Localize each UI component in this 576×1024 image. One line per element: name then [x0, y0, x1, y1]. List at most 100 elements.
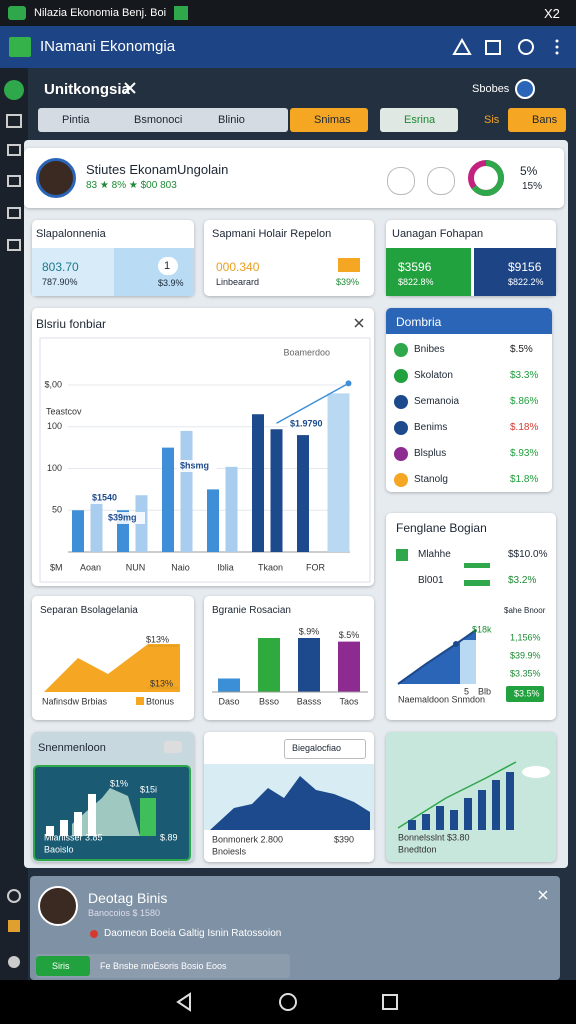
- list-icon: [394, 395, 408, 409]
- nav-icon[interactable]: [7, 207, 21, 219]
- nav-icon[interactable]: [8, 956, 20, 968]
- nav-icon[interactable]: [8, 920, 20, 932]
- panel-button-label[interactable]: Siris: [52, 961, 70, 971]
- recents-button[interactable]: [382, 994, 398, 1010]
- kpi-badge-sub: $3.9%: [158, 278, 184, 288]
- back-button[interactable]: [176, 992, 191, 1012]
- avatar: [38, 886, 78, 926]
- feng-bar: [464, 563, 490, 568]
- home-icon[interactable]: [452, 37, 472, 55]
- action-icon[interactable]: [387, 167, 415, 195]
- toolbar-button[interactable]: Snimas: [314, 114, 351, 126]
- bookmark-icon[interactable]: [485, 40, 501, 55]
- close-icon[interactable]: [354, 318, 364, 328]
- dropdown[interactable]: [284, 739, 366, 759]
- chart-title: Blsriu fonbiar: [36, 317, 107, 331]
- panel-line: Daomeon Boeia Galtig Isnin Ratossoion: [104, 928, 282, 939]
- toolbar-button[interactable]: Bans: [532, 114, 558, 126]
- close-icon[interactable]: [538, 890, 548, 900]
- nav-icon[interactable]: [7, 144, 21, 156]
- nav-icon[interactable]: [4, 80, 24, 100]
- menu-icon[interactable]: [555, 39, 559, 43]
- y-tick-label: 100: [47, 463, 62, 473]
- feng-icon: [396, 549, 408, 561]
- app-icon: [8, 6, 26, 20]
- pct-top: 5%: [520, 164, 538, 178]
- bottom-footer: Mlanlsser 3.85: [44, 832, 103, 842]
- toolbar-orange[interactable]: [508, 108, 566, 132]
- toolbar-button[interactable]: Blinio: [218, 114, 245, 126]
- menu-icon[interactable]: [555, 45, 559, 49]
- toolbar-green[interactable]: [380, 108, 458, 132]
- x-tick-label: Daso: [218, 696, 239, 706]
- list-value: $.5%: [510, 344, 533, 355]
- help-icon[interactable]: [518, 39, 534, 55]
- feng-x-label: Blb: [478, 686, 491, 696]
- toolbar-orange[interactable]: [290, 108, 368, 132]
- y-tick-label: 100: [47, 421, 62, 431]
- bgranie-chart: Daso Bsso Basss Taos $.9% $.5%: [212, 626, 368, 706]
- kpi-badge-bg: [158, 257, 178, 275]
- bar: [298, 638, 320, 692]
- y-tick-label: 50: [52, 505, 62, 515]
- panel-button[interactable]: [36, 956, 90, 976]
- annotation: $1540: [92, 492, 117, 502]
- main-chart: Boamerdoo Teastcov $M 50 100 100 $,00 Aoan NU…: [39, 337, 371, 583]
- list-value: $3.3%: [510, 370, 539, 381]
- feng-button[interactable]: [506, 686, 544, 702]
- kpi-badge-sub: $39%: [336, 277, 360, 287]
- toolbar-button[interactable]: Esrina: [404, 114, 436, 126]
- list-label: Benims: [414, 422, 448, 433]
- bottom-footer: Bnedtdon: [398, 844, 437, 854]
- bottom-label: $1%: [110, 778, 128, 788]
- nav-icon[interactable]: [7, 889, 21, 903]
- feng-title: Fenglane Bogian: [396, 521, 487, 535]
- status-title: Nilazia Ekonomia Benj. Boi: [34, 7, 167, 19]
- toolbar-button[interactable]: Sis: [484, 114, 500, 126]
- kpi-value: 803.70: [42, 260, 79, 274]
- annotation: $1.9790: [290, 418, 323, 428]
- nav-icon[interactable]: [6, 114, 22, 128]
- x-tick-label: Tkaon: [258, 562, 283, 572]
- list-value: $1.8%: [510, 474, 539, 485]
- x-tick-label: Iblia: [217, 562, 234, 572]
- separan-label: $13%: [150, 678, 173, 688]
- nav-icon[interactable]: [7, 175, 21, 187]
- profile-stats: 83 ★ 8% ★ $00 803: [86, 180, 177, 191]
- pct-bottom: 15%: [522, 181, 543, 192]
- bar: [162, 447, 174, 552]
- donut: [468, 160, 504, 196]
- panel-name: Deotag Binis: [88, 890, 168, 906]
- logo[interactable]: [9, 37, 31, 57]
- card-toggle[interactable]: [164, 741, 182, 753]
- list-label: Bnibes: [414, 344, 445, 355]
- annotation-box: [89, 492, 129, 504]
- bar: [258, 638, 280, 692]
- nav-icon[interactable]: [7, 239, 21, 251]
- tab-title[interactable]: Unitkongsia: [44, 81, 130, 98]
- list-card: [386, 308, 552, 492]
- corner-label: $M: [50, 562, 63, 572]
- menu-icon[interactable]: [555, 51, 559, 55]
- bar: [90, 500, 103, 552]
- action-icon[interactable]: [427, 167, 455, 195]
- separan-title: Separan Bsolagelania: [40, 605, 138, 616]
- status-right: X2: [544, 6, 560, 21]
- tab-close[interactable]: [124, 82, 136, 94]
- bar: [207, 489, 219, 552]
- dropdown-label[interactable]: Biegalocfiao: [292, 743, 342, 753]
- annotation-box: [177, 460, 217, 472]
- list-label: Blsplus: [414, 448, 447, 459]
- panel-note: Fe Bnsbe moEsoris Bosio Eoos: [100, 961, 227, 971]
- kpi-cell: [386, 248, 471, 296]
- toolbar-button[interactable]: Bsmonoci: [134, 114, 183, 126]
- feng-row-value: $$10.0%: [508, 549, 548, 560]
- feng-x-label: 5: [464, 686, 469, 696]
- user-icon[interactable]: [515, 79, 535, 99]
- list-icon: [394, 369, 408, 383]
- app-actions: [452, 37, 559, 55]
- x-tick-label: Naio: [171, 562, 190, 572]
- toolbar-button[interactable]: Pintia: [62, 114, 90, 126]
- home-button[interactable]: [279, 993, 297, 1011]
- bottom-footer: $390: [334, 834, 354, 844]
